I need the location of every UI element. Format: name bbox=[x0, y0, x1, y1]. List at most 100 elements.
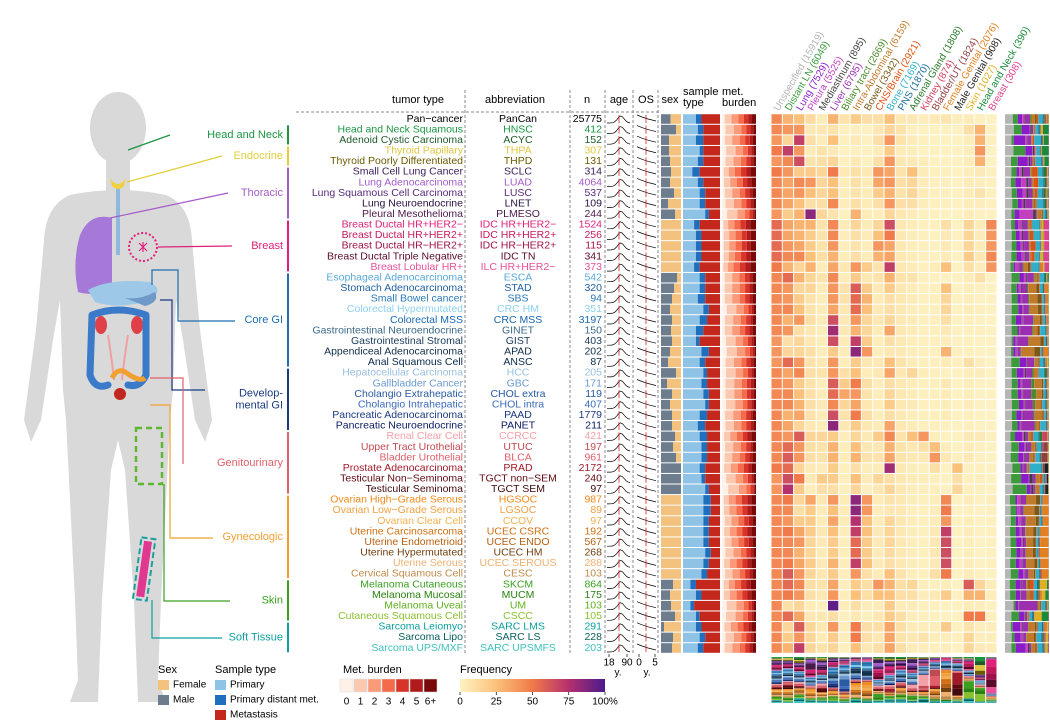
tumor-composition bbox=[952, 701, 963, 703]
n-count: 961 bbox=[584, 451, 602, 463]
heat-cell bbox=[873, 315, 884, 325]
burden-segment bbox=[722, 315, 726, 325]
sample-segment bbox=[694, 600, 720, 611]
site-composition bbox=[1047, 622, 1049, 632]
tumor-composition bbox=[952, 672, 963, 685]
tumor-composition bbox=[929, 696, 940, 699]
site-composition bbox=[1044, 473, 1046, 484]
heat-cell bbox=[918, 167, 929, 177]
tumor-composition bbox=[794, 678, 805, 680]
heat-cell bbox=[974, 632, 986, 643]
os-curve bbox=[636, 231, 657, 238]
tumor-composition bbox=[952, 688, 963, 696]
site-composition bbox=[1019, 272, 1024, 283]
tumor-composition bbox=[907, 670, 918, 671]
heat-cell bbox=[828, 346, 839, 357]
site-composition bbox=[1039, 452, 1041, 463]
site-composition bbox=[1038, 368, 1044, 378]
burden-segment bbox=[723, 495, 729, 505]
tumor-composition bbox=[884, 682, 895, 684]
heat-cell bbox=[895, 569, 907, 579]
site-composition bbox=[1043, 167, 1047, 177]
sample-segment bbox=[683, 209, 706, 220]
sample-segment bbox=[683, 442, 702, 452]
tumor-type: Sarcoma Leiomyo bbox=[378, 621, 463, 633]
sample-segment bbox=[683, 177, 698, 188]
tumor-composition bbox=[884, 687, 895, 689]
abbreviation: CHOL extra bbox=[490, 388, 545, 400]
site-composition bbox=[1027, 463, 1029, 473]
tumor-composition bbox=[873, 669, 884, 671]
site-composition bbox=[1031, 484, 1034, 495]
tumor-composition bbox=[805, 695, 816, 697]
tumor-composition bbox=[771, 657, 782, 659]
site-composition bbox=[1028, 220, 1030, 230]
heat-cell bbox=[963, 442, 974, 452]
sample-segment bbox=[703, 495, 711, 505]
tumor-composition bbox=[986, 687, 997, 694]
heat-cell bbox=[782, 421, 794, 431]
burden-segment bbox=[722, 368, 727, 378]
heat-cell bbox=[884, 558, 895, 569]
burden-segment bbox=[725, 315, 734, 325]
site-composition bbox=[1047, 452, 1048, 463]
site-composition bbox=[1030, 431, 1031, 442]
tumor-composition bbox=[805, 684, 816, 685]
site-composition bbox=[1009, 579, 1016, 590]
tumor-composition bbox=[805, 699, 816, 700]
tumor-composition bbox=[850, 699, 861, 701]
tumor-composition bbox=[861, 662, 873, 664]
site-composition bbox=[1015, 177, 1022, 188]
heat-cell bbox=[794, 167, 805, 177]
tumor-composition bbox=[839, 663, 850, 664]
heat-cell bbox=[861, 198, 873, 209]
site-composition bbox=[1047, 643, 1049, 653]
sample-segment bbox=[697, 643, 704, 653]
site-composition bbox=[1016, 283, 1019, 294]
heat-cell bbox=[907, 251, 918, 262]
site-composition bbox=[1021, 579, 1023, 590]
n-count: 25775 bbox=[573, 113, 602, 125]
heat-cell bbox=[941, 579, 952, 590]
site-composition bbox=[1017, 495, 1021, 505]
site-composition bbox=[1039, 590, 1042, 600]
heat-cell bbox=[952, 547, 963, 558]
n-count: 171 bbox=[584, 377, 602, 389]
burden-segment bbox=[748, 516, 753, 526]
tumor-composition bbox=[884, 664, 895, 666]
tumor-composition bbox=[884, 675, 895, 677]
tumor-composition bbox=[974, 694, 986, 702]
heat-cell bbox=[816, 283, 827, 294]
burden-segment bbox=[750, 124, 754, 135]
burden-segment bbox=[724, 177, 731, 188]
heat-cell bbox=[828, 505, 839, 516]
site-composition bbox=[1042, 315, 1045, 325]
heat-cell bbox=[884, 241, 895, 251]
tumor-composition bbox=[918, 699, 929, 700]
heat-cell bbox=[952, 156, 963, 167]
site-composition bbox=[1005, 135, 1012, 145]
tumor-composition bbox=[839, 673, 850, 674]
site-composition bbox=[1005, 272, 1012, 283]
site-composition bbox=[1040, 145, 1041, 156]
tumor-composition bbox=[839, 667, 850, 669]
burden-segment bbox=[739, 643, 746, 653]
site-composition bbox=[1023, 389, 1032, 399]
tumor-composition bbox=[895, 681, 907, 683]
heat-cell bbox=[929, 495, 940, 505]
age-density bbox=[607, 464, 631, 473]
site-composition bbox=[1030, 167, 1031, 177]
heat-cell bbox=[816, 399, 827, 410]
site-composition bbox=[1011, 643, 1016, 653]
heat-cell bbox=[952, 558, 963, 569]
sample-segment bbox=[705, 272, 720, 283]
heat-cell bbox=[805, 632, 816, 643]
tumor-composition bbox=[771, 663, 782, 665]
sample-segment bbox=[705, 632, 720, 643]
heat-cell bbox=[929, 643, 940, 653]
tumor-composition bbox=[828, 675, 839, 677]
site-composition bbox=[1025, 251, 1030, 262]
connector bbox=[127, 134, 171, 151]
age-density bbox=[607, 210, 631, 219]
tumor-composition bbox=[782, 677, 794, 679]
